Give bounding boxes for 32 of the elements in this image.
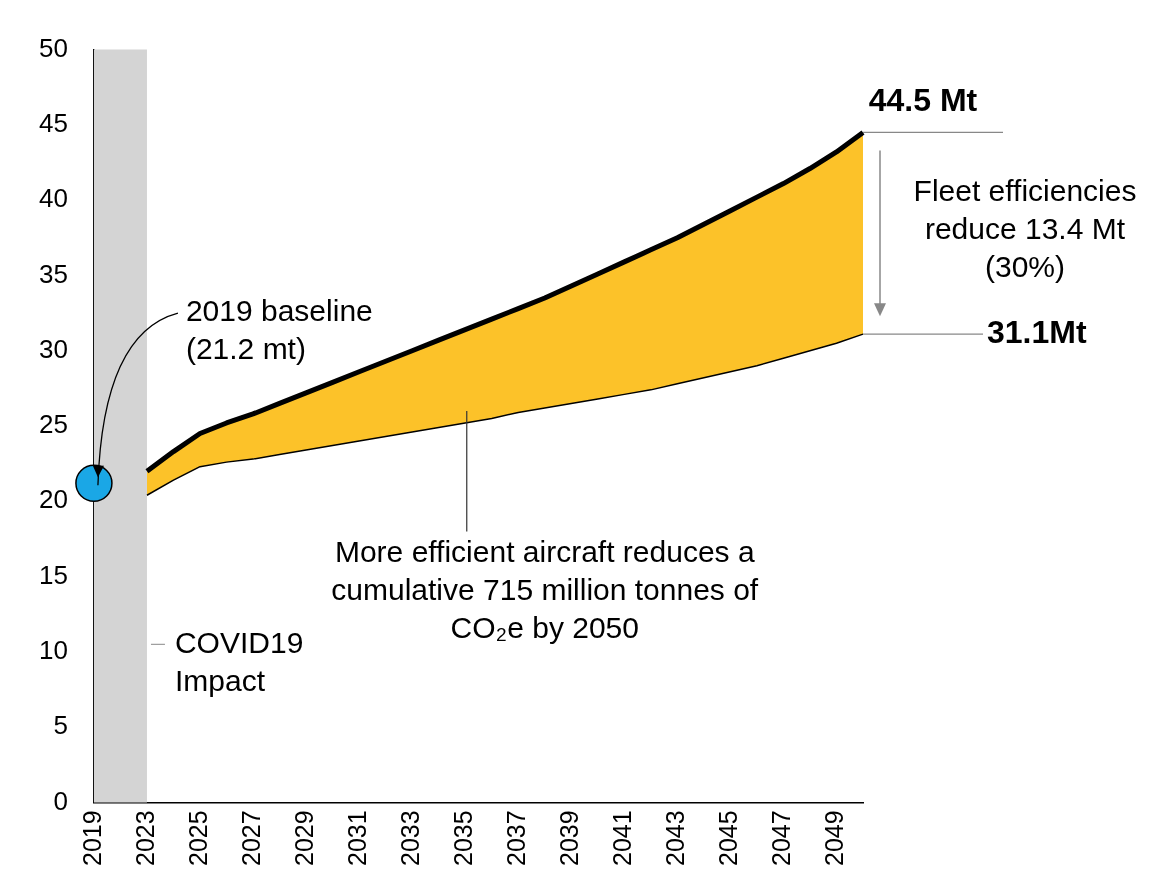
x-tick-label: 2041 [608,810,637,867]
y-tick-label: 15 [39,559,68,590]
x-tick-label: 2029 [289,810,318,867]
x-tick-label: 2035 [449,810,478,867]
y-tick-label: 40 [39,183,68,214]
x-tick-label: 2027 [236,810,265,867]
y-tick-label: 20 [39,484,68,515]
annotation: 2019 baseline (21.2 mt) [185,294,373,366]
x-tick-label: 2023 [130,810,159,867]
text: 44.5 Mt [868,82,978,119]
y-tick-label: 10 [39,635,68,665]
y-tick-label: 30 [39,333,68,364]
text: 31.1Mt [987,313,1087,350]
x-tick-label: 2031 [343,810,372,867]
y-tick-label: 50 [39,32,68,63]
annotation: More efficient aircraft reduces a cumulative 715 million tonnes of CO₂e by 2050 [331,535,759,645]
x-tick-label: 2047 [767,810,796,867]
x-tick-label: 2033 [396,810,425,867]
text: Fleet efficiencies reduce 13.4 Mt (30%) [913,173,1137,283]
x-tick-label: 2039 [555,810,584,867]
y-tick-label: 35 [39,258,68,289]
y-tick-label: 5 [53,710,68,741]
x-tick-label: 2043 [661,810,690,867]
y-tick-label: 45 [39,108,68,139]
x-tick-label: 2049 [820,810,849,867]
y-tick-label: 25 [39,409,68,440]
x-tick-label: 2037 [502,810,531,867]
x-tick-label: 2019 [77,810,106,867]
x-tick-label: 2025 [183,810,212,867]
x-tick-label: 2045 [714,810,743,867]
band-label: COVID19 Impact [174,625,304,697]
y-tick-label: 0 [53,785,68,816]
